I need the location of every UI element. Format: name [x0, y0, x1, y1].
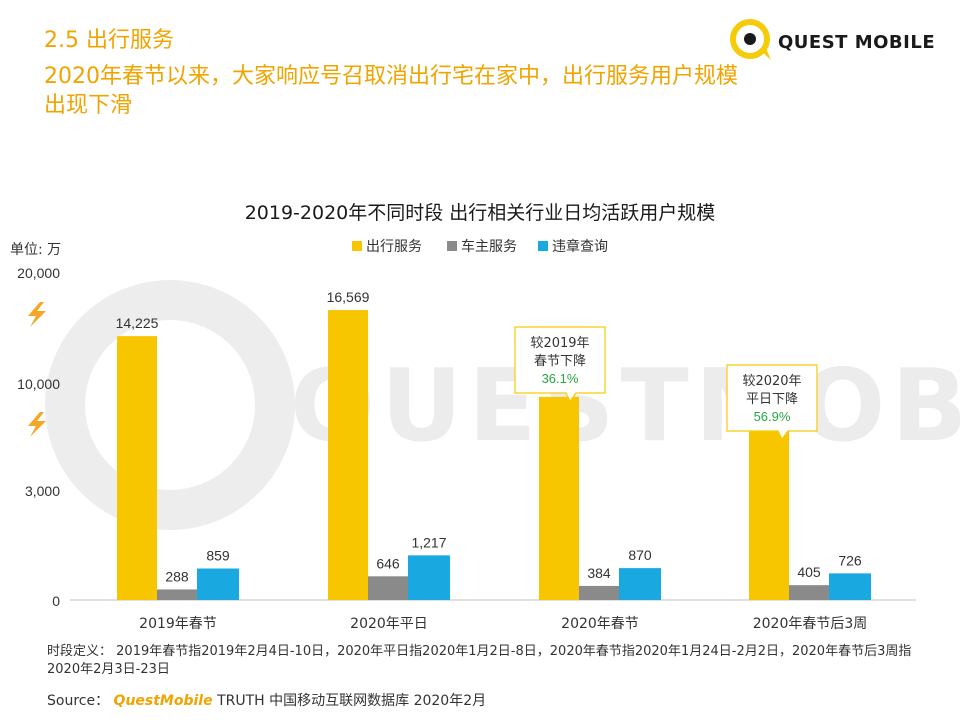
data-label: 859	[206, 548, 230, 564]
source-label: Source：	[47, 693, 110, 709]
callout-text: 较2020年	[742, 374, 801, 389]
data-label: 870	[628, 547, 652, 563]
x-tick-label: 2020年春节	[561, 616, 639, 632]
callout-text: 春节下降	[534, 354, 586, 369]
bar	[157, 589, 197, 600]
bar	[408, 555, 450, 600]
callout-box	[514, 326, 606, 403]
y-tick-label: 20,000	[17, 265, 60, 281]
bar	[328, 310, 368, 600]
quest-mobile-logo-icon	[730, 19, 771, 60]
bar	[539, 396, 579, 600]
x-tick-label: 2020年春节后3周	[753, 616, 868, 632]
x-tick-label: 2019年春节	[139, 616, 217, 632]
footnote-label: 时段定义：	[47, 644, 113, 659]
bar	[749, 426, 789, 600]
callout-percent: 36.1%	[542, 371, 579, 386]
section-number: 2.5 出行服务	[44, 28, 174, 53]
logo-text: QUEST MOBILE	[778, 32, 936, 53]
legend-label: 车主服务	[461, 238, 517, 255]
bar	[619, 568, 661, 600]
data-label: 16,569	[327, 289, 370, 305]
page-headline: 2020年春节以来，大家响应号召取消出行宅在家中，出行服务用户规模出现下滑	[44, 64, 738, 118]
bar	[197, 568, 239, 600]
data-label: 726	[838, 552, 862, 568]
callout-text: 平日下降	[746, 392, 798, 407]
y-tick-label: 10,000	[17, 376, 60, 392]
watermark	[45, 280, 295, 530]
source-brand: QuestMobile	[113, 693, 213, 709]
callout-percent: 56.9%	[754, 409, 791, 424]
data-label: 288	[165, 568, 189, 584]
footnote: 时段定义： 2019年春节指2019年2月4日-10日，2020年平日指2020…	[47, 643, 917, 679]
axis-break-icon	[28, 302, 46, 327]
unit-label: 单位: 万	[10, 242, 62, 258]
source-line: Source： QuestMobile TRUTH 中国移动互联网数据库 202…	[47, 690, 486, 710]
legend-swatch	[447, 241, 457, 251]
bar	[368, 576, 408, 600]
data-label: 405	[797, 564, 821, 580]
bar	[829, 573, 871, 600]
legend-label: 出行服务	[366, 239, 422, 255]
bar	[789, 585, 829, 600]
axis-break-icon	[28, 412, 46, 437]
data-label: 14,225	[116, 315, 159, 331]
legend-label: 违章查询	[552, 238, 608, 255]
callout-text: 较2019年	[530, 336, 589, 351]
watermark-circle	[45, 280, 295, 530]
data-label: 384	[587, 565, 611, 581]
y-tick-label: 0	[52, 593, 60, 609]
callout-box	[726, 364, 818, 441]
chart-title: 2019-2020年不同时段 出行相关行业日均活跃用户规模	[244, 202, 716, 224]
y-tick-label: 3,000	[25, 483, 60, 499]
source-text: TRUTH 中国移动互联网数据库 2020年2月	[217, 693, 487, 709]
data-label: 646	[376, 555, 400, 571]
legend-swatch	[538, 241, 548, 251]
footnote-text: 2019年春节指2019年2月4日-10日，2020年平日指2020年1月2日-…	[47, 644, 912, 677]
x-tick-label: 2020年平日	[350, 616, 428, 632]
data-label: 1,217	[411, 534, 446, 550]
bar	[117, 336, 157, 600]
bar	[579, 585, 619, 600]
legend-swatch	[352, 241, 362, 251]
